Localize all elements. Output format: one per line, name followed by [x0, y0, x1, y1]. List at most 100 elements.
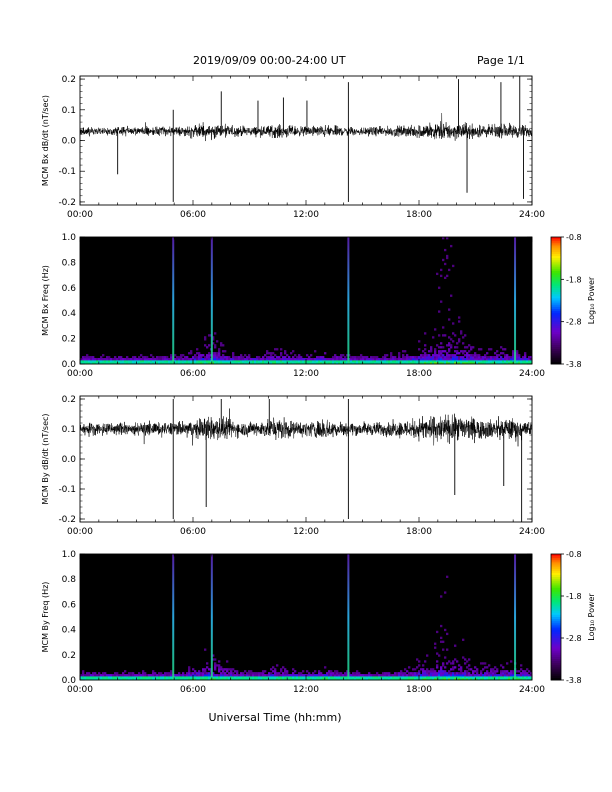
spectrogram-cell — [322, 362, 325, 365]
spectrogram-cell — [372, 356, 375, 359]
spectrogram-cell — [524, 354, 527, 357]
spectrogram-cell — [370, 676, 373, 679]
spectrogram-cell — [198, 362, 201, 365]
spectrogram-cell — [120, 358, 123, 361]
spectrogram-cell — [182, 360, 185, 363]
spectrogram-cell — [160, 362, 163, 365]
x-tick-label: 06:00 — [180, 369, 206, 379]
spectrogram-cell — [234, 674, 237, 677]
spectrogram-cell — [510, 356, 513, 359]
colorbar-segment — [551, 600, 561, 603]
spectrogram-cell — [334, 356, 337, 359]
spectrogram-cell — [168, 672, 171, 675]
spectrogram-cell — [86, 362, 89, 365]
spectrogram-cell — [404, 356, 407, 359]
spectrogram-cell — [216, 358, 219, 361]
spectrogram-cell — [340, 672, 343, 675]
spectrogram-cell — [220, 344, 223, 347]
spectrogram-cell — [198, 360, 201, 363]
spectrogram-cell — [336, 676, 339, 679]
spectrogram-cell — [326, 358, 329, 361]
spectrogram-cell — [528, 362, 531, 365]
spectrogram-cell — [306, 678, 309, 681]
spectrogram-cell — [472, 360, 475, 363]
spectrogram-cell — [440, 350, 443, 353]
spectrogram-cell — [482, 668, 485, 671]
spectrogram-cell — [336, 358, 339, 361]
spectrogram-cell — [416, 678, 419, 681]
spectrogram-cell — [256, 358, 259, 361]
spectrogram-cell — [400, 678, 403, 681]
colorbar-segment — [551, 325, 561, 329]
colorbar-segment — [551, 631, 561, 635]
y-tick-label: 0.0 — [62, 455, 77, 465]
spectrogram-cell — [404, 674, 407, 677]
spectrogram-cell — [422, 354, 425, 357]
spectrogram-cell — [428, 678, 431, 681]
spectrogram-cell — [180, 360, 183, 363]
spectrogram-cell — [244, 360, 247, 363]
spectrogram-cell — [440, 274, 443, 278]
spectrogram-cell — [118, 674, 121, 677]
spectrogram-cell — [208, 344, 211, 347]
spectrogram-cell — [318, 356, 321, 359]
spectrogram-cell — [280, 348, 283, 351]
x-tick-label: 18:00 — [406, 527, 432, 537]
spectrogram-cell — [468, 358, 471, 361]
spectrogram-cell — [448, 678, 451, 681]
spectrogram-cell — [176, 362, 179, 365]
colorbar-tick-label: -0.8 — [566, 233, 582, 242]
spectrogram-cell — [278, 358, 281, 361]
spectrogram-cell — [228, 668, 231, 671]
spectrogram-cell — [440, 640, 443, 643]
spectrogram-cell — [154, 674, 157, 677]
spectrogram-cell — [236, 670, 239, 673]
spectrogram-cell — [416, 672, 419, 675]
y-tick-label: -0.1 — [58, 167, 76, 177]
spectrogram-cell — [484, 354, 487, 357]
spectrogram-cell — [216, 354, 219, 357]
spectrogram-cell — [492, 356, 495, 359]
spectrogram-cell — [102, 672, 105, 675]
spectrogram-cell — [144, 356, 147, 359]
spectrogram-cell — [250, 678, 253, 681]
spectrogram-cell — [380, 358, 383, 361]
spectrogram-cell — [108, 676, 111, 679]
spectrogram-cell — [150, 676, 153, 679]
spectrogram-cell — [238, 676, 241, 679]
spectrogram-cell — [338, 356, 341, 359]
spectrogram-cell — [196, 348, 199, 351]
spectrogram-cell — [234, 360, 237, 363]
spectrogram-cell — [364, 674, 367, 677]
spectrogram-cell — [144, 358, 147, 361]
spectrogram-cell — [336, 678, 339, 681]
spectrogram-cell — [462, 674, 465, 677]
spectrogram-cell — [226, 668, 229, 671]
spectrogram-cell — [138, 676, 141, 679]
spectrogram-cell — [108, 360, 111, 363]
spectrogram-cell — [456, 676, 459, 679]
spectrogram-cell — [196, 362, 199, 365]
spectrogram-cell — [460, 670, 463, 673]
spectrogram-cell — [262, 670, 265, 673]
broadband-event — [172, 237, 175, 364]
colorbar-segment — [551, 564, 561, 567]
spectrogram-cell — [444, 358, 447, 361]
spectrogram-cell — [230, 358, 233, 361]
spectrogram-cell — [216, 340, 219, 343]
spectrogram-cell — [300, 676, 303, 679]
spectrogram-cell — [404, 668, 407, 671]
spectrogram-cell — [86, 356, 89, 359]
spectrogram-cell — [218, 676, 221, 679]
spectrogram-cell — [162, 678, 165, 681]
spectrogram-cell — [494, 678, 497, 681]
spectrogram-cell — [464, 334, 467, 337]
spectrogram-cell — [432, 674, 435, 677]
spectrogram-cell — [162, 358, 165, 361]
spectrogram-cell — [236, 674, 239, 677]
spectrogram-cell — [440, 362, 443, 365]
spectrogram-cell — [160, 676, 163, 679]
spectrogram-cell — [340, 356, 343, 359]
spectrogram-cell — [488, 678, 491, 681]
spectrogram-cell — [432, 336, 435, 339]
